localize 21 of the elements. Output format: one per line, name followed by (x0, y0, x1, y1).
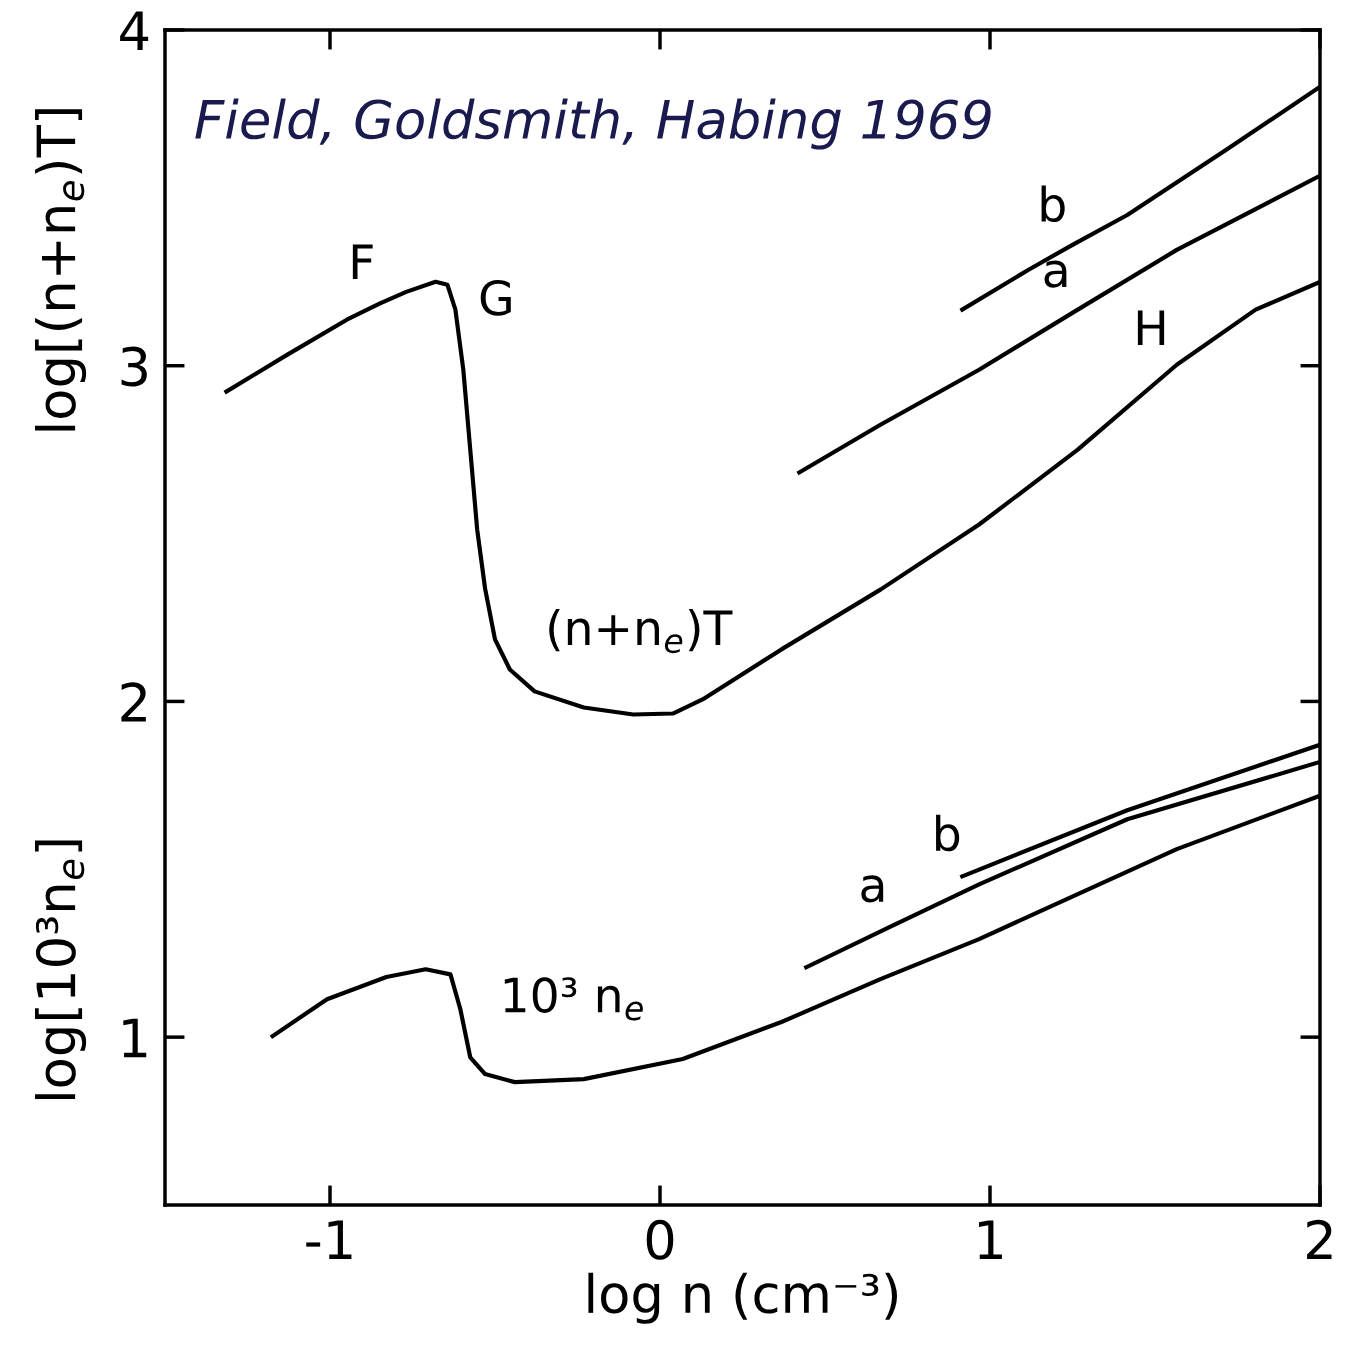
annotation: G (480, 279, 511, 316)
annotation: H (1137, 310, 1165, 345)
annotation: a (1044, 260, 1067, 288)
y-tick-label: 1 (123, 1018, 147, 1058)
annotation: (n+n$_{e}$)T (549, 609, 733, 654)
y-axis-title: log[(n+n$_{e}$)T] (35, 109, 87, 431)
y-tick-label: 3 (121, 346, 147, 387)
y-tick-label: 2 (121, 682, 146, 722)
annotation: 10³ n$_{e}$ (504, 977, 643, 1021)
annotation: a (861, 875, 884, 903)
x-tick-label: 2 (1307, 1219, 1332, 1259)
annotation: Field, Goldsmith, Habing 1969 (195, 98, 991, 150)
x-tick-label: 1 (979, 1220, 1002, 1259)
x-tick-label: 0 (646, 1219, 674, 1260)
annotation: b (936, 814, 960, 852)
text: log[10³n$_{e}$] (35, 840, 87, 1100)
x-tick-label: -1 (306, 1220, 352, 1259)
annotation: b (1041, 185, 1065, 223)
y-tick-label: 4 (120, 11, 149, 51)
x-axis-title: log n (cm⁻³) (588, 1272, 898, 1324)
annotation: F (352, 244, 373, 279)
